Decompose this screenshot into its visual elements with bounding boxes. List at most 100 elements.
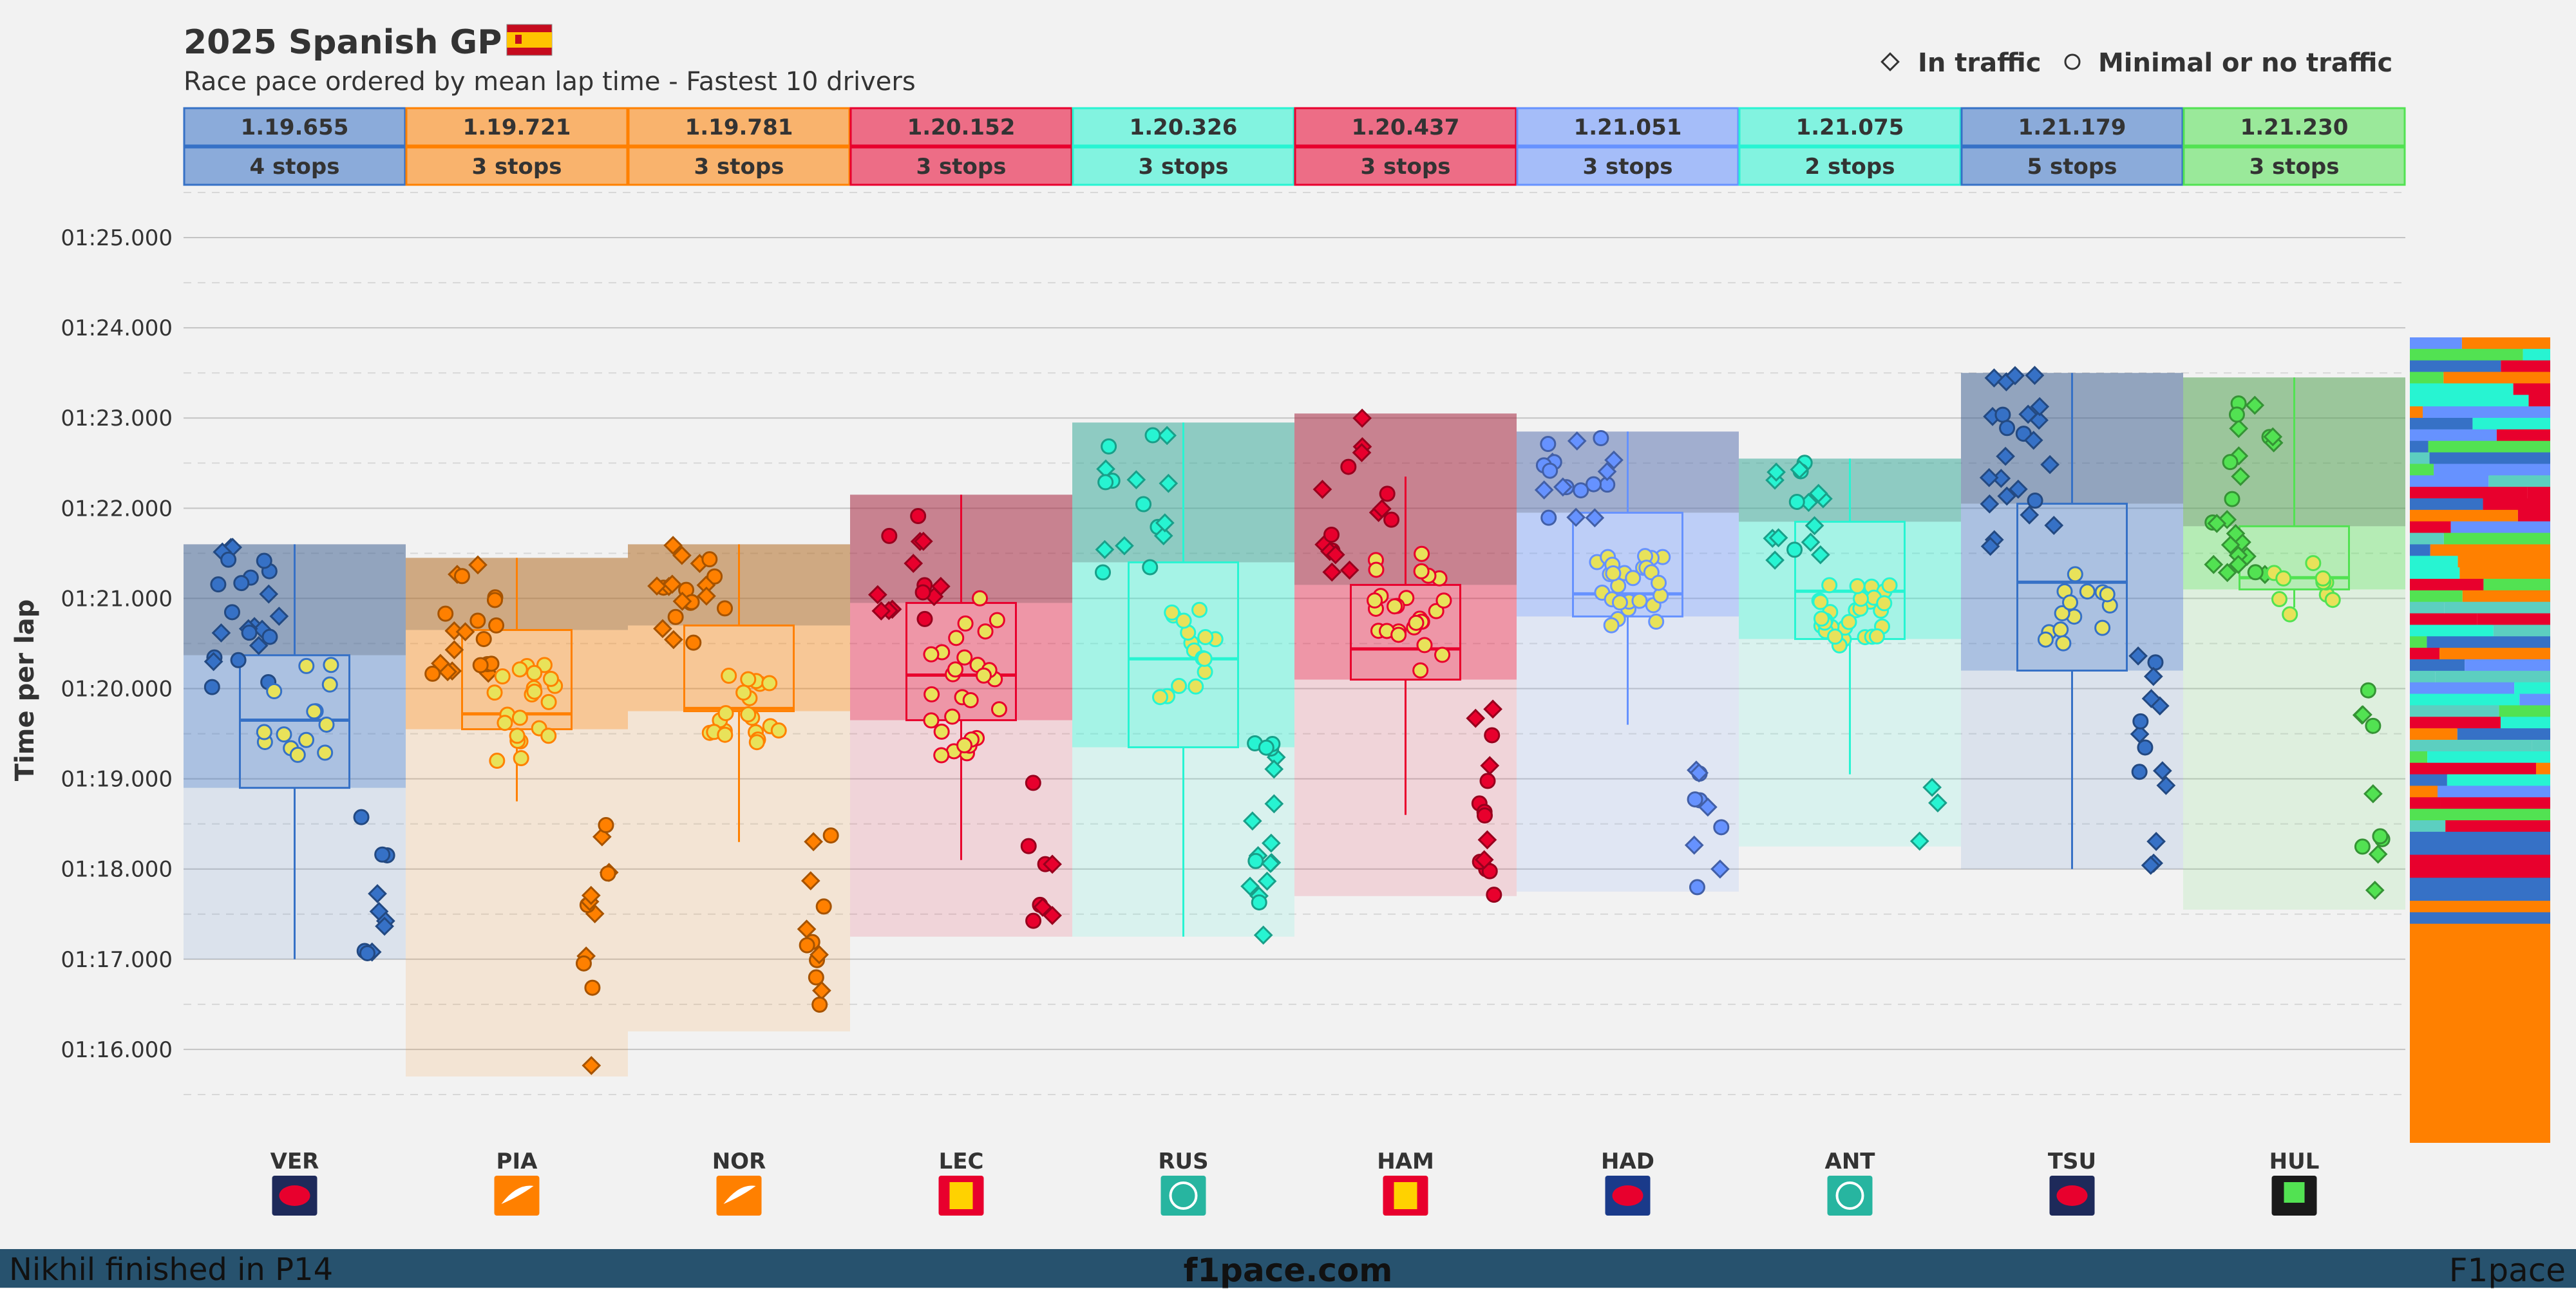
lap-point [233, 575, 250, 592]
lap-point [1593, 430, 1609, 447]
lap-point-traffic [810, 945, 829, 964]
lap-point-traffic [2143, 666, 2163, 686]
strip-segment [2410, 475, 2489, 488]
lap-point-traffic [211, 623, 231, 643]
lap-point [923, 686, 940, 702]
y-tick-label: 01:18.000 [61, 857, 173, 883]
lap-point-traffic [1153, 526, 1173, 546]
lap-point [1687, 791, 1703, 808]
driver-column-tsu [1961, 366, 2183, 875]
y-tick-label: 01:16.000 [61, 1037, 173, 1063]
lap-point-traffic [1799, 493, 1819, 513]
lap-point [494, 668, 511, 684]
lap-point [1020, 838, 1037, 854]
lap-point [1390, 626, 1407, 643]
lap-point [1025, 912, 1042, 929]
lap-point [2228, 406, 2245, 423]
lap-point-traffic [1766, 462, 1786, 482]
strip-segment [2410, 360, 2501, 373]
y-tick-label: 01:24.000 [61, 315, 173, 341]
lap-point [540, 728, 557, 744]
lap-point [761, 675, 778, 692]
lap-point [323, 657, 339, 673]
lap-point [2137, 739, 2154, 756]
lap-point-traffic [672, 592, 692, 611]
stops-label: 4 stops [250, 154, 340, 180]
strip-segment [2410, 866, 2550, 879]
lap-point [2061, 594, 2078, 611]
strip-segment [2465, 659, 2550, 672]
mean-time-box [2183, 107, 2406, 147]
lap-point [1414, 545, 1430, 562]
lap-point [1540, 509, 1557, 526]
lap-point [1247, 852, 1264, 869]
strip-segment [2429, 452, 2550, 465]
stops-label: 2 stops [1805, 154, 1895, 180]
lap-point [353, 809, 370, 825]
mercedes-logo-icon [1160, 1176, 1206, 1216]
logo-mark [1835, 1181, 1864, 1210]
stops-box [1072, 146, 1295, 186]
lap-point [489, 753, 506, 769]
lap-point [701, 551, 718, 568]
racing-bulls-logo-icon [1605, 1176, 1651, 1216]
lap-point [808, 969, 824, 986]
strip-segment [2410, 981, 2550, 993]
strip-segment [2410, 383, 2514, 396]
strip-segment [2410, 728, 2458, 740]
lap-point-traffic [1126, 470, 1146, 489]
y-tick-label: 01:19.000 [61, 767, 173, 793]
lap-point-traffic [1801, 532, 1821, 552]
stops-label: 3 stops [916, 154, 1007, 180]
lap-point [1786, 541, 1803, 558]
strip-segment [2410, 774, 2447, 787]
mean-time-box [1738, 107, 1962, 147]
lap-point [2027, 493, 2043, 509]
lap-point-traffic [2156, 776, 2176, 795]
lap-point [318, 716, 335, 733]
lap-point [923, 646, 940, 663]
lap-point [1868, 628, 1885, 644]
strip-segment [2410, 1131, 2550, 1143]
lap-point [1197, 629, 1214, 646]
lap-point [1258, 739, 1274, 756]
lap-point [453, 568, 470, 585]
lap-point-traffic [1991, 469, 2011, 488]
lap-point [230, 652, 247, 668]
strip-segment [2410, 992, 2550, 1005]
lap-point [822, 827, 839, 844]
lap-point [717, 726, 734, 743]
strip-segment [2410, 1062, 2550, 1074]
lap-point-traffic [696, 575, 716, 595]
lap-point [717, 705, 734, 722]
lap-point [298, 731, 315, 748]
strip-segment [2428, 440, 2550, 453]
logo-mark [1394, 1182, 1417, 1209]
lap-point-traffic [2130, 724, 2150, 744]
lap-point-traffic [2025, 366, 2045, 385]
lap-point [2372, 828, 2389, 845]
strip-segment [2410, 878, 2550, 890]
ferrari-logo-icon [1383, 1176, 1428, 1216]
lap-point-traffic [2231, 467, 2250, 486]
lap-point-traffic [455, 622, 475, 642]
lap-point [266, 682, 283, 699]
lap-point [1849, 578, 1866, 594]
lap-point-traffic [1352, 408, 1372, 428]
lap-point [220, 551, 237, 568]
footer-brand: F1pace [2448, 1252, 2566, 1289]
strip-segment [2435, 670, 2550, 683]
lap-point [424, 665, 441, 682]
strip-segment [2410, 418, 2473, 430]
lap-point-traffic [647, 576, 667, 596]
lap-point-traffic [1808, 484, 1828, 503]
lap-point [1097, 474, 1114, 491]
lap-point [1144, 427, 1161, 444]
lap-point-traffic [1477, 830, 1497, 850]
driver-code-label: TSU [2048, 1149, 2096, 1174]
lap-point-traffic [2353, 705, 2372, 724]
lap-point [914, 584, 931, 601]
stops-box [2183, 146, 2406, 186]
lap-point [740, 706, 757, 722]
lap-point-traffic [1242, 811, 1262, 831]
